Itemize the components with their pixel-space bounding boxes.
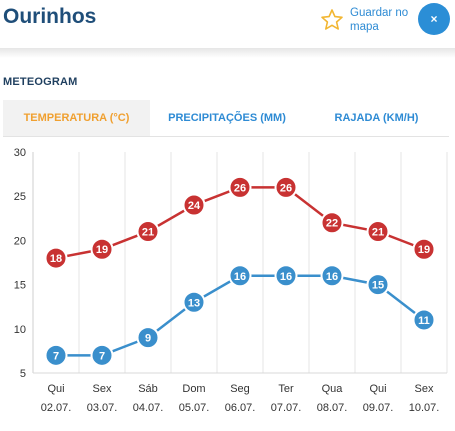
data-point-min: [320, 264, 344, 288]
y-tick-label: 10: [14, 324, 26, 336]
data-point-min: [274, 264, 298, 288]
data-label-min: 7: [99, 350, 105, 362]
x-tick-day: Qua: [322, 383, 344, 395]
x-tick-date: 10.07.: [409, 402, 440, 414]
x-tick-day: Sex: [93, 383, 112, 395]
section-title: METEOGRAM: [3, 76, 78, 88]
x-tick-day: Qui: [369, 383, 386, 395]
data-point-max: [182, 193, 206, 217]
close-icon: ×: [430, 12, 438, 26]
y-tick-label: 30: [14, 147, 26, 159]
y-tick-label: 15: [14, 280, 26, 292]
data-point-min: [136, 326, 160, 350]
tab-temperature[interactable]: TEMPERATURA (°C): [3, 100, 150, 136]
x-tick-day: Sáb: [138, 383, 158, 395]
data-label-max: 24: [188, 200, 201, 212]
header-shadow: [0, 48, 455, 58]
x-tick-date: 03.07.: [87, 402, 118, 414]
x-tick-date: 02.07.: [41, 402, 72, 414]
data-point-min: [366, 273, 390, 297]
data-label-max: 26: [280, 182, 292, 194]
data-label-max: 21: [142, 227, 154, 239]
data-point-max: [366, 220, 390, 244]
x-tick-day: Dom: [182, 383, 205, 395]
tab-precipitation[interactable]: PRECIPITAÇÕES (MM): [168, 112, 286, 124]
x-tick-day: Qui: [47, 383, 64, 395]
data-label-min: 9: [145, 333, 151, 345]
y-tick-label: 20: [14, 235, 26, 247]
x-tick-date: 05.07.: [179, 402, 210, 414]
data-label-min: 11: [418, 315, 430, 327]
data-label-min: 16: [326, 271, 338, 283]
y-tick-label: 25: [14, 191, 26, 203]
y-tick-label: 5: [20, 368, 26, 380]
data-point-max: [274, 175, 298, 199]
data-label-max: 26: [234, 182, 246, 194]
data-label-max: 18: [50, 253, 62, 265]
data-point-max: [136, 220, 160, 244]
x-tick-day: Ter: [278, 383, 294, 395]
data-point-max: [228, 175, 252, 199]
data-label-min: 16: [234, 271, 246, 283]
data-point-min: [182, 290, 206, 314]
x-tick-date: 07.07.: [271, 402, 302, 414]
data-point-min: [90, 343, 114, 367]
data-label-max: 22: [326, 218, 338, 230]
x-tick-date: 04.07.: [133, 402, 164, 414]
close-button[interactable]: ×: [418, 3, 450, 35]
app-header: Ourinhos Guardar no mapa ×: [0, 0, 455, 52]
save-to-map-label: Guardar no mapa: [350, 7, 409, 33]
data-point-min: [412, 308, 436, 332]
data-point-max: [90, 237, 114, 261]
data-point-max: [320, 211, 344, 235]
data-point-min: [228, 264, 252, 288]
x-tick-date: 08.07.: [317, 402, 348, 414]
data-point-max: [44, 246, 68, 270]
data-label-min: 15: [372, 280, 384, 292]
star-outline-icon: [321, 9, 343, 30]
x-tick-day: Sex: [415, 383, 434, 395]
x-tick-day: Seg: [230, 383, 250, 395]
page-title: Ourinhos: [3, 5, 97, 28]
data-label-min: 16: [280, 271, 292, 283]
data-point-max: [412, 237, 436, 261]
x-tick-date: 06.07.: [225, 402, 256, 414]
data-point-min: [44, 343, 68, 367]
meteogram-tabs: TEMPERATURA (°C) PRECIPITAÇÕES (MM) RAJA…: [3, 100, 449, 137]
data-label-max: 19: [418, 244, 430, 256]
data-label-min: 13: [188, 297, 200, 309]
data-label-max: 19: [96, 244, 108, 256]
data-label-max: 21: [372, 227, 384, 239]
tab-wind-gust[interactable]: RAJADA (KM/H): [334, 112, 419, 124]
data-label-min: 7: [53, 350, 59, 362]
temperature-chart: 5 10 15 20 25 30 Qui 02.07. Sex 03.07. Sáb 04.07. Do…: [14, 147, 448, 414]
x-tick-date: 09.07.: [363, 402, 394, 414]
save-to-map-button[interactable]: Guardar no mapa: [320, 6, 420, 36]
